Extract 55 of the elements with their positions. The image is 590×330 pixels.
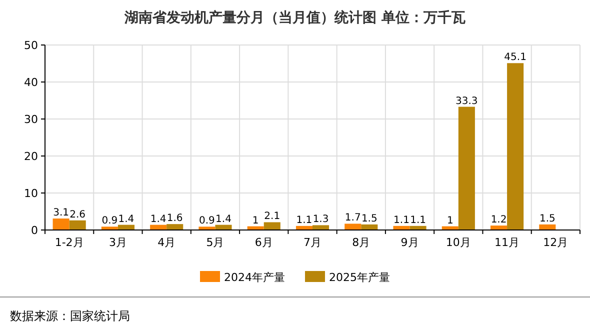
data-label: 1.5 (539, 213, 556, 224)
x-tick-label: 1-2月 (54, 236, 84, 249)
y-tick-label: 30 (24, 113, 38, 126)
data-label: 3.1 (53, 208, 70, 219)
bar (458, 106, 475, 230)
data-label: 1 (252, 215, 259, 226)
y-tick-label: 10 (24, 187, 38, 200)
legend-label: 2025年产量 (329, 271, 390, 284)
x-tick-label: 12月 (543, 236, 568, 249)
data-label: 0.9 (102, 216, 118, 227)
data-label: 2.1 (264, 211, 280, 222)
data-label: 1.2 (490, 214, 507, 226)
bar (361, 224, 378, 230)
data-label: 0.9 (199, 216, 215, 227)
legend-label: 2024年产量 (224, 271, 285, 284)
bar (69, 220, 86, 230)
data-label: 1.7 (344, 212, 361, 224)
data-label: 1.3 (312, 214, 329, 226)
bar (198, 226, 216, 230)
x-tick-label: 10月 (446, 236, 471, 249)
chart-title: 湖南省发动机产量分月（当月值）统计图 单位：万千瓦 (124, 9, 466, 26)
data-label: 1.4 (216, 214, 232, 225)
data-label: 1.1 (296, 214, 312, 226)
x-tick-label: 6月 (254, 236, 273, 249)
data-label: 1 (446, 215, 454, 226)
data-label: 1.4 (118, 214, 134, 225)
x-tick-label: 8月 (352, 236, 370, 249)
y-tick-label: 0 (31, 224, 38, 237)
data-label: 1.4 (150, 214, 166, 225)
bar (101, 226, 118, 230)
bar (490, 226, 508, 230)
bar (52, 218, 70, 230)
bar (166, 224, 184, 230)
data-label: 45.1 (504, 52, 526, 64)
x-tick-label: 5月 (206, 236, 224, 249)
data-label: 33.3 (456, 96, 478, 107)
data-label: 1.6 (166, 213, 183, 224)
bar (264, 222, 280, 230)
x-tick-label: 3月 (108, 236, 127, 249)
bar (539, 224, 556, 230)
data-label: 2.6 (70, 209, 86, 220)
bar (507, 63, 524, 230)
y-tick-label: 50 (24, 39, 38, 52)
data-label: 1.1 (394, 214, 410, 226)
x-tick-label: 4月 (158, 236, 176, 249)
bar (312, 225, 330, 230)
y-tick-label: 20 (24, 150, 38, 163)
data-label: 1.5 (361, 213, 378, 224)
y-tick-label: 40 (24, 76, 38, 89)
x-tick-label: 7月 (304, 236, 322, 249)
bar (344, 224, 362, 230)
x-tick-label: 11月 (494, 236, 520, 249)
data-label: 1.1 (410, 214, 426, 226)
x-tick-label: 9月 (400, 236, 419, 249)
source-note: 数据来源：国家统计局 (10, 309, 130, 323)
